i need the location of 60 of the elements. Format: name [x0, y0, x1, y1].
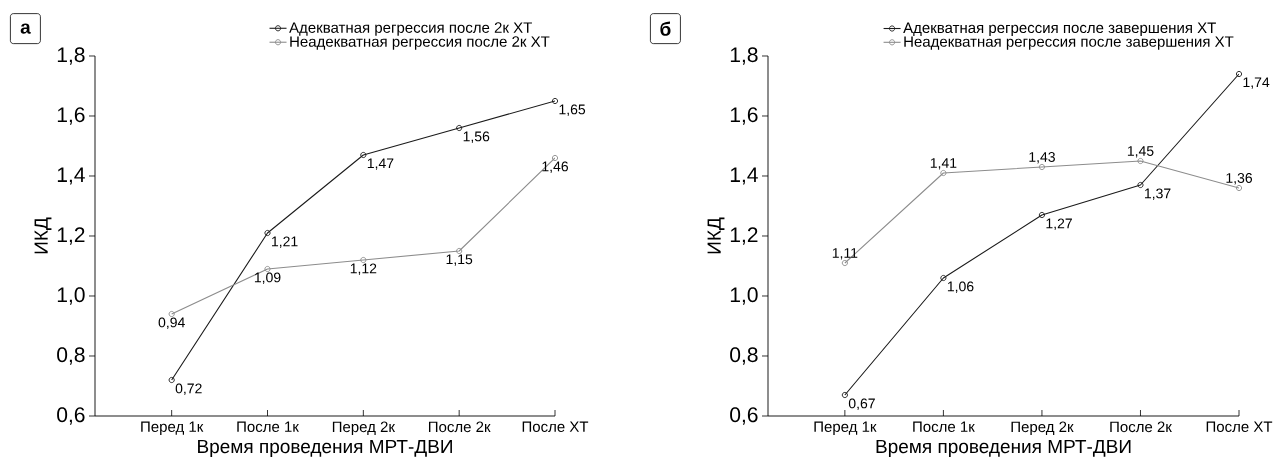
data-label: 1,56	[463, 131, 490, 144]
x-axis-title: Время проведения МРТ-ДВИ	[876, 439, 1131, 457]
y-tick-label: 1,2	[57, 227, 85, 245]
data-label: 0,67	[848, 398, 875, 411]
x-tick-label: После 2к	[428, 421, 491, 433]
y-tick-label: 0,8	[57, 347, 85, 365]
y-tick-label: 1,8	[57, 47, 85, 65]
data-label: 1,06	[947, 281, 974, 294]
legend-label: Адекватная регрессия после завершения ХТ	[903, 22, 1216, 37]
data-label: 1,47	[367, 158, 394, 170]
data-label: 0,72	[175, 383, 202, 396]
data-label: 1,65	[559, 104, 586, 117]
y-tick-label: 0,6	[57, 407, 85, 425]
y-axis-title: ИКД	[707, 217, 725, 254]
y-tick-label: 1,0	[730, 287, 758, 305]
legend-label: Адекватная регрессия после 2к ХТ	[289, 22, 532, 36]
data-label: 1,36	[1226, 172, 1253, 185]
x-tick-label: После 1к	[913, 421, 975, 432]
point	[940, 274, 947, 282]
point	[1038, 211, 1045, 219]
data-label: 0,94	[158, 317, 185, 330]
data-label: 1,37	[1144, 188, 1171, 201]
data-label: 1,45	[1127, 146, 1154, 158]
x-axis-title: Время проведения МРТ-ДВИ	[198, 439, 452, 457]
y-axis-title: ИКД	[34, 217, 52, 254]
data-label: 1,27	[1046, 218, 1072, 231]
data-label: 1,12	[350, 263, 377, 276]
chart-title: б	[660, 21, 671, 36]
y-tick-label: 1,6	[730, 107, 758, 125]
y-tick-label: 1,6	[57, 107, 85, 125]
data-label: 1,43	[1029, 151, 1055, 164]
data-label: 1,09	[254, 272, 281, 285]
y-tick-label: 0,8	[730, 347, 758, 365]
x-tick-label: Перед 2к	[1011, 421, 1074, 436]
data-label: 1,15	[446, 254, 473, 266]
y-tick-label: 1,2	[730, 227, 758, 245]
y-tick-label: 1,4	[57, 167, 85, 185]
point	[360, 151, 367, 159]
y-tick-label: 1,0	[57, 287, 85, 305]
data-label: 1,11	[832, 248, 858, 260]
data-label: 1,46	[542, 161, 569, 174]
legend-label: Неадекватная регрессия после 2к ХТ	[290, 36, 550, 50]
data-label: 1,21	[272, 236, 298, 249]
x-tick-label: После ХТ	[522, 421, 589, 432]
point	[264, 229, 271, 237]
x-tick-label: Перед 1к	[141, 421, 204, 435]
data-label: 1,41	[930, 158, 957, 170]
y-tick-label: 0,6	[730, 407, 758, 425]
x-tick-label: Перед 2к	[332, 421, 396, 436]
x-tick-label: После ХТ	[1206, 421, 1273, 432]
data-label: 1,74	[1243, 77, 1270, 89]
legend-label: Неадекватная регрессия после завершения ХТ	[904, 36, 1234, 50]
x-tick-label: После 2к	[1110, 421, 1172, 433]
x-tick-label: После 1к	[237, 421, 299, 432]
chart-title: а	[20, 23, 31, 34]
x-tick-label: Перед 1к	[814, 421, 877, 435]
point	[456, 124, 463, 132]
y-tick-label: 1,4	[730, 167, 758, 185]
point	[1137, 181, 1144, 189]
y-tick-label: 1,8	[730, 47, 758, 65]
